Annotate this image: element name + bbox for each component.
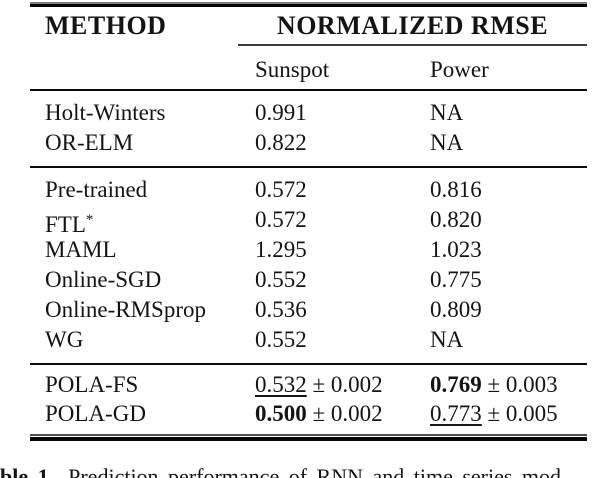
method-cell: Holt-Winters [45, 100, 166, 125]
power-pm: ± 0.005 [487, 401, 558, 426]
power-cell: 0.773 ± 0.005 [430, 399, 558, 428]
caption-text: Prediction performance of RNN and time s… [68, 464, 562, 478]
top-rule-thin [30, 2, 587, 4]
top-rule-thick [30, 4, 587, 7]
table-row: POLA-FS 0.532 ± 0.002 0.769 ± 0.003 [30, 370, 587, 399]
bottom-rule-thin [30, 434, 587, 436]
section-divider-rule [30, 363, 587, 365]
header-bottom-rule [30, 89, 587, 91]
method-cell: Online-RMSprop [45, 297, 206, 322]
sunspot-cell: 0.572 [255, 177, 307, 202]
table-header-row: METHOD NORMALIZED RMSE [30, 7, 587, 44]
power-cell: NA [430, 100, 464, 125]
caption-label: ble 1. [0, 464, 55, 478]
table-row: Pre-trained 0.572 0.816 [30, 175, 587, 205]
table-row: MAML 1.295 1.023 [30, 235, 587, 265]
col-header-power: Power [430, 57, 489, 82]
asterisk-superscript: * [85, 212, 94, 228]
table-subheader-row: Sunspot Power [30, 46, 587, 89]
power-cell: 0.816 [430, 177, 482, 202]
table-row: Online-RMSprop 0.536 0.809 [30, 295, 587, 325]
power-value-underlined: 0.773 [430, 401, 482, 426]
method-cell: MAML [45, 237, 117, 262]
power-cell: NA [430, 130, 464, 155]
sunspot-cell: 0.552 [255, 267, 307, 292]
sunspot-pm: ± 0.002 [312, 372, 383, 397]
sunspot-value-underlined: 0.532 [255, 372, 307, 397]
power-cell: 1.023 [430, 237, 482, 262]
power-cell: 0.820 [430, 207, 482, 232]
table-caption-clipped: ble 1. Prediction performance of RNN and … [0, 464, 616, 478]
sunspot-pm: ± 0.002 [312, 401, 383, 426]
col-group-header-normalized-rmse: NORMALIZED RMSE [276, 11, 549, 40]
power-value-bold: 0.769 [430, 372, 482, 397]
power-cell: 0.769 ± 0.003 [430, 370, 558, 399]
power-pm: ± 0.003 [487, 372, 558, 397]
sunspot-cell: 0.532 ± 0.002 [255, 370, 383, 399]
col-header-sunspot: Sunspot [255, 57, 330, 82]
sunspot-cell: 0.822 [255, 130, 307, 155]
table-row: Holt-Winters 0.991 NA [30, 98, 587, 128]
table-row: Online-SGD 0.552 0.775 [30, 265, 587, 295]
power-cell: NA [430, 327, 464, 352]
sunspot-value-bold: 0.500 [255, 401, 307, 426]
bottom-rule-thick [30, 437, 587, 441]
group-header-underline-rule [238, 44, 587, 46]
method-cell: FTL* [45, 205, 93, 240]
method-cell: OR-ELM [45, 130, 134, 155]
method-cell: POLA-GD [45, 401, 146, 426]
method-label: FTL [45, 212, 86, 237]
col-header-method: METHOD [45, 11, 167, 40]
section-pola-methods: POLA-FS 0.532 ± 0.002 0.769 ± 0.003 POLA… [30, 365, 587, 434]
power-cell: 0.809 [430, 297, 482, 322]
table-row: OR-ELM 0.822 NA [30, 128, 587, 158]
section-divider-rule [30, 166, 587, 168]
method-cell: WG [45, 327, 84, 352]
sunspot-cell: 1.295 [255, 237, 307, 262]
table-row: FTL* 0.572 0.820 [30, 205, 587, 237]
sunspot-cell: 0.552 [255, 327, 307, 352]
table-row: WG 0.552 NA [30, 325, 587, 355]
sunspot-cell: 0.991 [255, 100, 307, 125]
sunspot-cell: 0.500 ± 0.002 [255, 399, 383, 428]
method-cell: POLA-FS [45, 372, 139, 397]
section-nn-baselines: Pre-trained 0.572 0.816 FTL* 0.572 0.820… [30, 168, 587, 363]
sunspot-cell: 0.572 [255, 207, 307, 232]
power-cell: 0.775 [430, 267, 482, 292]
section-classical-baselines: Holt-Winters 0.991 NA OR-ELM 0.822 NA [30, 91, 587, 166]
table-row: POLA-GD 0.500 ± 0.002 0.773 ± 0.005 [30, 399, 587, 428]
method-cell: Pre-trained [45, 177, 148, 202]
results-table: METHOD NORMALIZED RMSE Sunspot Power Hol… [30, 2, 587, 441]
sunspot-cell: 0.536 [255, 297, 307, 322]
method-cell: Online-SGD [45, 267, 162, 292]
